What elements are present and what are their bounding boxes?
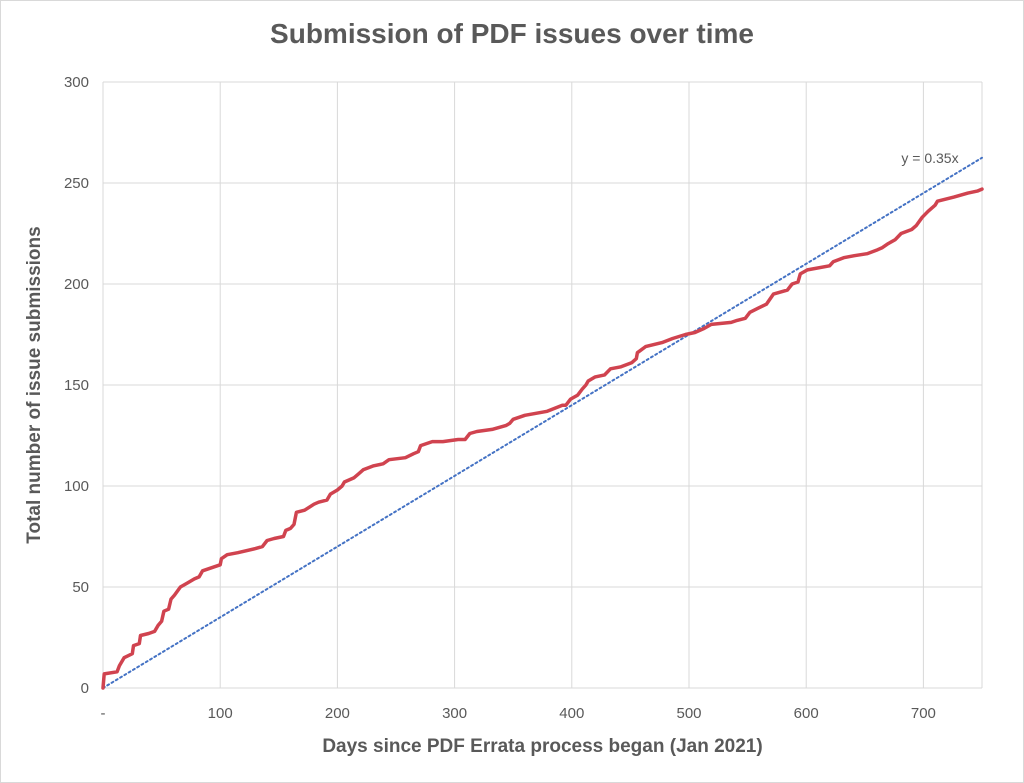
y-tick-label: 50	[72, 579, 89, 596]
y-tick-label: 300	[64, 74, 89, 91]
trendline-group	[102, 156, 983, 689]
y-tick-label: 0	[81, 680, 89, 697]
x-axis-label: Days since PDF Errata process began (Jan…	[322, 736, 762, 757]
series-group	[101, 187, 984, 690]
chart-title: Submission of PDF issues over time	[270, 18, 754, 49]
y-tick-label: 200	[64, 276, 89, 293]
series-line	[101, 187, 984, 690]
y-tick-label: 150	[64, 377, 89, 394]
x-tick-label: 100	[208, 705, 233, 722]
gridlines	[102, 81, 983, 689]
x-tick-label: 300	[442, 705, 467, 722]
x-tick-label: -	[101, 705, 106, 722]
x-tick-label: 700	[911, 705, 936, 722]
y-axis-ticks: 0 50 100 150 200 250 300	[64, 74, 89, 697]
x-axis-ticks: - 100 200 300 400 500 600 700	[101, 705, 936, 722]
y-axis-label: Total number of issue submissions	[24, 226, 45, 543]
x-tick-label: 600	[794, 705, 819, 722]
trendline-label: y = 0.35x	[901, 150, 958, 166]
x-tick-label: 500	[676, 705, 701, 722]
y-tick-label: 100	[64, 478, 89, 495]
trendline	[102, 156, 983, 689]
x-tick-label: 200	[325, 705, 350, 722]
y-tick-label: 250	[64, 175, 89, 192]
x-tick-label: 400	[559, 705, 584, 722]
